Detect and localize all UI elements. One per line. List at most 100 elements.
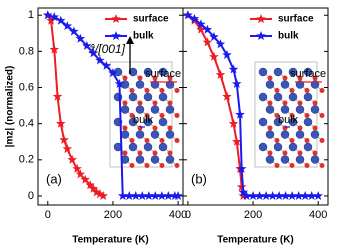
atom: [144, 88, 150, 93]
atom: [319, 113, 325, 118]
star-marker: [80, 174, 90, 184]
atom: [289, 113, 295, 118]
atom: [310, 105, 320, 114]
star-marker: [59, 134, 69, 144]
star-marker: [108, 68, 118, 78]
star-marker: [209, 31, 219, 41]
atom: [280, 80, 290, 89]
legend-marker: [256, 31, 266, 41]
atom: [150, 105, 160, 114]
inset-label: bulk: [133, 114, 154, 126]
atom: [258, 142, 268, 152]
panel: 0 200 400 Temperature (K) (b) surface bulk surf…: [182, 7, 329, 246]
star-marker: [157, 190, 167, 201]
atom: [137, 150, 143, 156]
star-marker: [163, 190, 174, 201]
atom: [319, 88, 325, 93]
atom: [158, 67, 168, 77]
atom: [158, 117, 168, 127]
star-marker: [236, 163, 247, 173]
star-marker: [196, 19, 206, 29]
atom: [303, 67, 313, 77]
star-marker: [75, 169, 86, 179]
star-marker: [287, 190, 297, 201]
atom: [288, 92, 298, 102]
atom: [129, 88, 135, 93]
star-marker: [49, 44, 60, 54]
star-marker: [131, 190, 141, 201]
atom: [143, 92, 153, 102]
y-tick-label: 0: [28, 190, 34, 202]
atom: [167, 75, 173, 81]
x-axis-label: Temperature (K): [217, 235, 294, 246]
x-tick-label: 200: [244, 209, 262, 221]
legend-marker: [111, 14, 121, 24]
star-marker: [235, 109, 245, 119]
atom: [297, 150, 303, 156]
x-tick-label: 400: [169, 209, 187, 221]
star-marker: [88, 48, 99, 58]
star-marker: [98, 190, 108, 201]
star-marker: [241, 190, 252, 201]
atom: [304, 163, 310, 168]
star-marker: [232, 136, 242, 146]
y-axis-label: |mz| (normalized): [5, 66, 16, 148]
atom: [159, 88, 165, 93]
atom: [282, 125, 288, 131]
atom: [289, 138, 295, 143]
atom: [135, 130, 145, 139]
atom: [122, 75, 128, 81]
atom: [165, 155, 175, 164]
atom: [167, 125, 173, 131]
atom: [128, 117, 138, 127]
atom: [152, 75, 158, 81]
star-marker: [209, 51, 219, 61]
atom: [135, 155, 145, 164]
inset-frame: [109, 61, 173, 168]
atom: [288, 142, 298, 152]
atom: [150, 130, 160, 139]
star-marker: [43, 10, 53, 20]
star-marker: [49, 12, 60, 22]
star-marker: [46, 15, 56, 25]
star-marker: [222, 91, 232, 101]
star-marker: [215, 39, 226, 49]
atom: [135, 105, 145, 114]
star-marker: [232, 78, 242, 88]
atom: [280, 155, 290, 164]
atom: [280, 105, 290, 114]
atom: [129, 138, 135, 143]
atom: [312, 125, 318, 131]
axis-annotation: ẑ/[001]: [88, 42, 126, 56]
atom: [143, 117, 153, 127]
atom: [274, 163, 280, 168]
atom: [267, 75, 273, 81]
panel-label: (b): [191, 171, 207, 186]
atom: [288, 117, 298, 127]
y-tick-label: 0.4: [19, 118, 34, 130]
star-marker: [267, 190, 278, 201]
star-marker: [238, 187, 249, 197]
atom: [128, 142, 138, 152]
atom: [137, 125, 143, 131]
atom: [312, 150, 318, 156]
atom: [137, 75, 143, 81]
star-marker: [202, 37, 213, 47]
atom: [159, 163, 165, 168]
atom: [274, 113, 280, 118]
atom: [122, 150, 128, 156]
star-marker: [85, 180, 95, 190]
atom: [273, 92, 283, 102]
star-marker: [248, 190, 258, 201]
inset-label: surface: [290, 68, 326, 80]
atom: [267, 125, 273, 131]
star-marker: [101, 60, 112, 70]
star-marker: [67, 154, 77, 164]
star-marker: [202, 24, 213, 34]
atom: [304, 113, 310, 118]
atom: [273, 67, 283, 77]
atom: [165, 130, 175, 139]
star-marker: [228, 64, 239, 74]
